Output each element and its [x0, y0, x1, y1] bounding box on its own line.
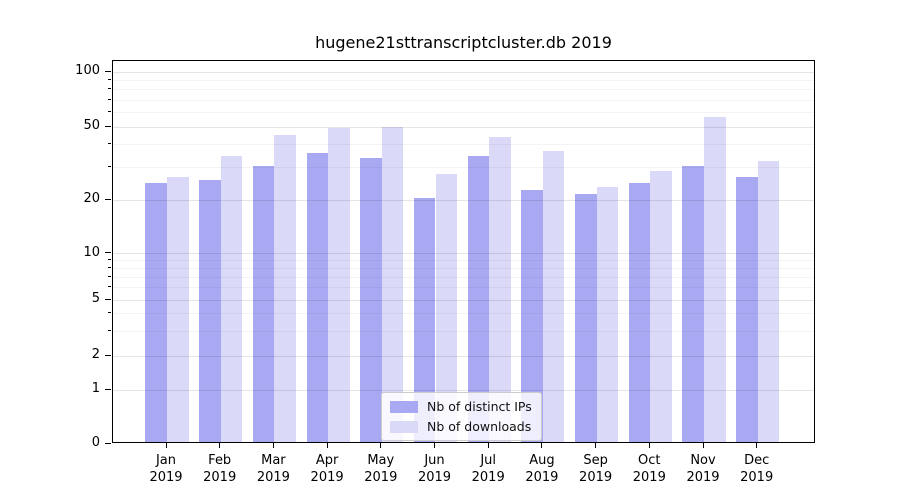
bar-downloads-nov	[704, 117, 726, 442]
y-axis-minor-tick-mark	[108, 312, 111, 314]
x-axis-tick-mark	[648, 443, 650, 448]
x-axis-tick-mark	[702, 443, 704, 448]
bar-downloads-oct	[650, 171, 672, 442]
x-axis-tick-mark	[326, 443, 328, 448]
x-axis-tick-mark	[595, 443, 597, 448]
bar-downloads-apr	[328, 128, 350, 442]
bar-downloads-dec	[757, 160, 780, 442]
plot-area: Nb of distinct IPs Nb of downloads	[112, 60, 815, 443]
y-axis-tick-label: 10	[83, 244, 100, 260]
x-axis-tick-mark	[380, 443, 382, 448]
x-axis-tick-label-feb: Feb 2019	[203, 453, 237, 485]
x-axis-tick-mark	[219, 443, 221, 448]
bar-distinct-ips-aug	[521, 190, 543, 442]
x-axis-tick-label-nov: Nov 2019	[686, 453, 720, 485]
x-axis-tick-label-apr: Apr 2019	[310, 453, 344, 485]
y-axis-minor-tick-mark	[108, 111, 111, 113]
bar-distinct-ips-dec	[736, 177, 758, 442]
x-axis-tick-mark	[756, 443, 758, 448]
bar-downloads-sep	[596, 186, 619, 442]
bar-distinct-ips-jun	[413, 198, 436, 442]
x-axis-tick-mark	[434, 443, 435, 448]
x-axis-tick-mark	[165, 443, 167, 448]
y-axis-minor-tick-mark	[108, 98, 111, 100]
y-axis-minor-tick-mark	[108, 329, 111, 331]
y-axis-tick-label: 1	[91, 381, 100, 396]
bar-downloads-jun	[435, 174, 458, 442]
bar-downloads-jul	[489, 137, 511, 442]
y-axis-minor-tick-mark	[108, 266, 111, 268]
bar-downloads-jan	[167, 177, 189, 442]
y-axis-tick-label: 20	[83, 191, 100, 206]
y-axis-tick-mark	[105, 354, 111, 356]
gridline-minor	[113, 89, 814, 91]
y-axis-tick-mark	[105, 125, 111, 127]
gridline-minor	[113, 79, 814, 81]
y-axis-minor-tick-mark	[108, 166, 111, 168]
bar-distinct-ips-jan	[145, 183, 167, 442]
bar-downloads-feb	[220, 155, 243, 442]
x-axis-tick-label-mar: Mar 2019	[256, 453, 290, 485]
y-axis-tick-label: 2	[91, 347, 100, 362]
gridline-minor	[113, 99, 814, 101]
bar-downloads-may	[381, 126, 404, 442]
bar-distinct-ips-mar	[252, 165, 275, 442]
bar-distinct-ips-jul	[467, 155, 490, 442]
y-axis-tick-mark	[105, 298, 111, 300]
bar-downloads-mar	[274, 135, 296, 442]
y-axis-minor-tick-mark	[108, 275, 111, 277]
legend-swatch-downloads	[390, 420, 418, 433]
y-axis-tick-mark	[105, 252, 111, 253]
x-axis-tick-label-jan: Jan 2019	[149, 453, 183, 485]
x-axis-tick-mark	[272, 443, 274, 448]
y-axis-tick-label: 5	[91, 291, 100, 306]
y-axis-minor-tick-mark	[108, 259, 111, 261]
y-axis-tick-mark	[105, 388, 111, 390]
x-axis-tick-label-sep: Sep 2019	[579, 453, 613, 485]
bar-distinct-ips-nov	[682, 165, 704, 442]
x-axis-tick-label-oct: Oct 2019	[632, 453, 666, 485]
y-axis-minor-tick-mark	[108, 88, 111, 90]
bar-distinct-ips-may	[360, 158, 382, 442]
bar-distinct-ips-oct	[628, 183, 651, 442]
y-axis-tick-mark	[105, 442, 111, 444]
y-axis-tick-label: 50	[83, 118, 100, 133]
bar-distinct-ips-sep	[575, 194, 597, 442]
gridline-minor	[113, 112, 814, 114]
x-axis-tick-label-jun: Jun 2019	[417, 453, 452, 485]
y-axis-minor-tick-mark	[108, 143, 111, 145]
bar-distinct-ips-feb	[199, 180, 221, 442]
y-axis-minor-tick-mark	[108, 78, 111, 80]
x-axis-tick-label-jul: Jul 2019	[471, 453, 505, 485]
y-axis-minor-tick-mark	[108, 286, 111, 288]
bar-distinct-ips-apr	[306, 153, 329, 442]
legend-swatch-distinct-ips	[390, 400, 418, 413]
legend-label-downloads: Nb of downloads	[427, 419, 532, 434]
x-axis-tick-mark	[541, 443, 543, 448]
x-axis-tick-label-may: May 2019	[364, 453, 398, 485]
y-axis-tick-label: 100	[75, 63, 100, 78]
bar-downloads-aug	[542, 151, 565, 442]
y-axis-tick-mark	[105, 198, 111, 200]
x-axis-tick-mark	[487, 443, 489, 448]
x-axis-tick-label-aug: Aug 2019	[525, 453, 559, 485]
y-axis-tick-mark	[105, 70, 111, 72]
x-axis-tick-label-dec: Dec 2019	[740, 453, 774, 485]
legend-item-downloads: Nb of downloads	[390, 419, 532, 434]
legend-item-distinct-ips: Nb of distinct IPs	[390, 399, 532, 414]
chart-title: hugene21sttranscriptcluster.db 2019	[315, 33, 612, 52]
legend: Nb of distinct IPs Nb of downloads	[381, 392, 542, 441]
y-axis-tick-label: 0	[91, 435, 100, 450]
legend-label-distinct-ips: Nb of distinct IPs	[427, 399, 532, 414]
gridline-major	[113, 71, 814, 73]
